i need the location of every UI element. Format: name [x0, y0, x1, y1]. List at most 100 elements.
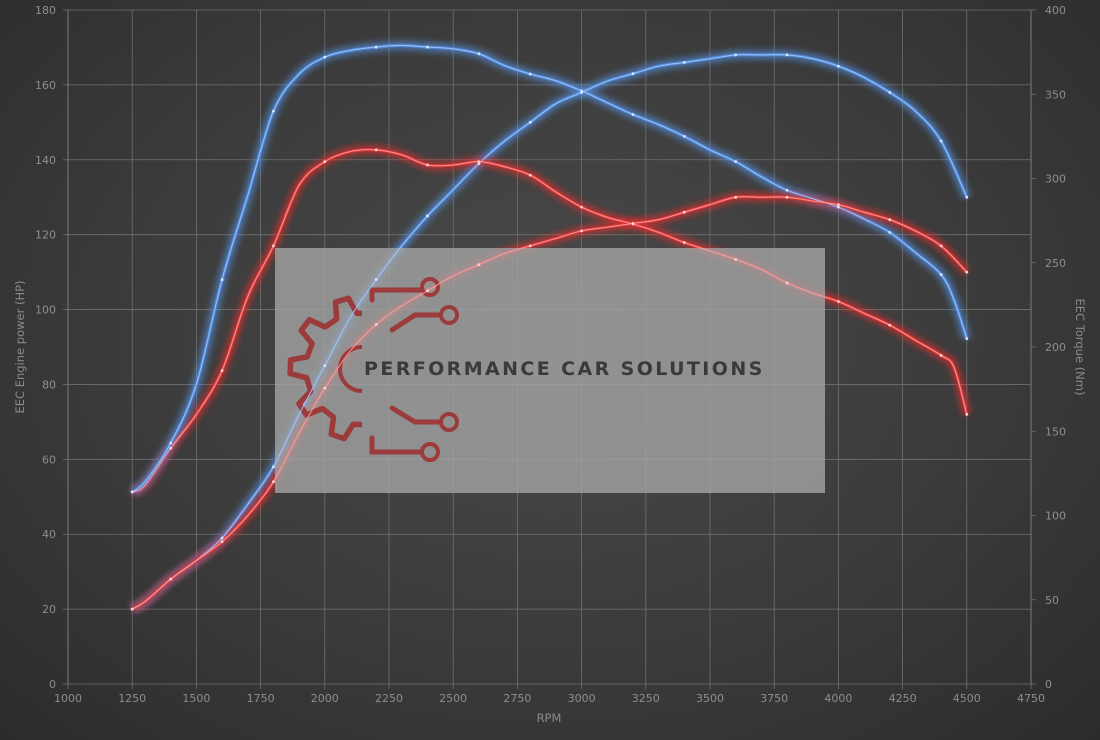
data-point [477, 263, 481, 267]
x-tick-label: 3500 [696, 692, 724, 705]
circuit-node [420, 277, 440, 297]
data-point [426, 214, 429, 218]
data-point [528, 244, 532, 248]
data-point [272, 109, 275, 113]
data-point [220, 540, 224, 544]
x-tick-label: 3000 [568, 692, 596, 705]
data-point [426, 289, 429, 293]
data-point [631, 222, 635, 225]
data-point [374, 45, 378, 49]
data-point [939, 244, 943, 248]
data-point [785, 195, 789, 199]
y-right-tick-label: 200 [1045, 341, 1066, 354]
data-point [220, 278, 224, 281]
data-point [939, 354, 943, 357]
x-tick-label: 3250 [632, 692, 660, 705]
data-point [888, 90, 892, 94]
data-point [965, 270, 969, 274]
y-left-tick-label: 40 [42, 528, 56, 541]
watermark: PERFORMANCE CAR SOLUTIONS [275, 248, 825, 493]
x-tick-label: 4000 [824, 692, 852, 705]
watermark-panel [275, 248, 825, 493]
data-point [965, 413, 969, 416]
y-left-tick-label: 180 [35, 4, 56, 17]
data-point [323, 364, 327, 368]
data-point [130, 607, 134, 611]
data-point [682, 241, 686, 244]
y-left-tick-label: 0 [49, 678, 56, 691]
x-tick-label: 1000 [54, 692, 82, 705]
data-point [888, 218, 892, 222]
data-point [272, 480, 275, 484]
y-right-tick-label: 350 [1045, 88, 1066, 101]
data-point [169, 577, 173, 581]
data-point [426, 45, 429, 49]
watermark-logo [287, 277, 459, 462]
data-point [734, 53, 738, 57]
circuit-trace [389, 405, 443, 425]
data-point [682, 134, 686, 138]
circuit-node [439, 412, 459, 432]
y-left-tick-label: 20 [42, 603, 56, 616]
x-tick-label: 1500 [182, 692, 210, 705]
data-point [734, 195, 738, 199]
data-point [528, 173, 532, 177]
data-point [682, 210, 686, 214]
data-point [939, 273, 943, 276]
data-point [837, 205, 840, 209]
circuit-node [420, 442, 440, 462]
data-point [734, 257, 738, 261]
data-point [837, 203, 840, 207]
circuit-trace [389, 312, 443, 333]
y-right-tick-label: 150 [1045, 425, 1066, 438]
x-tick-label: 2500 [439, 692, 467, 705]
data-point [888, 323, 892, 327]
x-axis-title: RPM [537, 711, 562, 725]
y-left-axis-title: EEC Engine power (HP) [13, 280, 27, 413]
circuit-node [439, 305, 459, 325]
circuit-trace [369, 287, 423, 303]
x-tick-label: 1750 [247, 692, 275, 705]
y-right-tick-label: 300 [1045, 173, 1066, 186]
watermark-text: PERFORMANCE CAR SOLUTIONS [364, 358, 765, 380]
series-core [131, 149, 968, 493]
gear-hub [338, 345, 362, 393]
data-point [477, 160, 481, 164]
series-core [131, 44, 968, 493]
data-point [631, 113, 635, 116]
data-point [528, 120, 532, 124]
x-tick-label: 3750 [760, 692, 788, 705]
data-point [374, 148, 378, 152]
data-point [580, 205, 583, 209]
tick-labels: 1000 1250 1500 1750 2000 2250 2500 2750 3000 3250… [35, 4, 1066, 705]
data-point [323, 55, 327, 59]
y-right-tick-label: 250 [1045, 257, 1066, 270]
y-left-tick-label: 80 [42, 378, 56, 391]
y-right-axis-title: EEC Torque (Nm) [1073, 299, 1087, 396]
data-point [580, 89, 583, 93]
data-point [785, 53, 789, 57]
data-point [837, 64, 840, 68]
y-right-tick-label: 100 [1045, 510, 1066, 523]
data-point [426, 163, 429, 167]
data-point [785, 188, 789, 192]
x-tick-label: 1250 [118, 692, 146, 705]
y-left-tick-label: 100 [35, 304, 56, 317]
data-point [888, 231, 892, 234]
y-left-tick-label: 60 [42, 453, 56, 466]
gear-outline [287, 295, 362, 442]
data-point [965, 195, 969, 199]
data-point [374, 323, 378, 326]
y-right-tick-label: 0 [1045, 678, 1052, 691]
series-core [131, 54, 968, 610]
data-point [528, 72, 532, 76]
circuit-trace [369, 435, 423, 455]
data-point [272, 244, 275, 248]
data-point [220, 369, 224, 372]
data-point [837, 300, 840, 303]
x-tick-label: 4750 [1017, 692, 1045, 705]
x-tick-label: 4500 [953, 692, 981, 705]
data-point [477, 52, 481, 56]
y-right-tick-label: 400 [1045, 4, 1066, 17]
data-point [785, 281, 789, 285]
